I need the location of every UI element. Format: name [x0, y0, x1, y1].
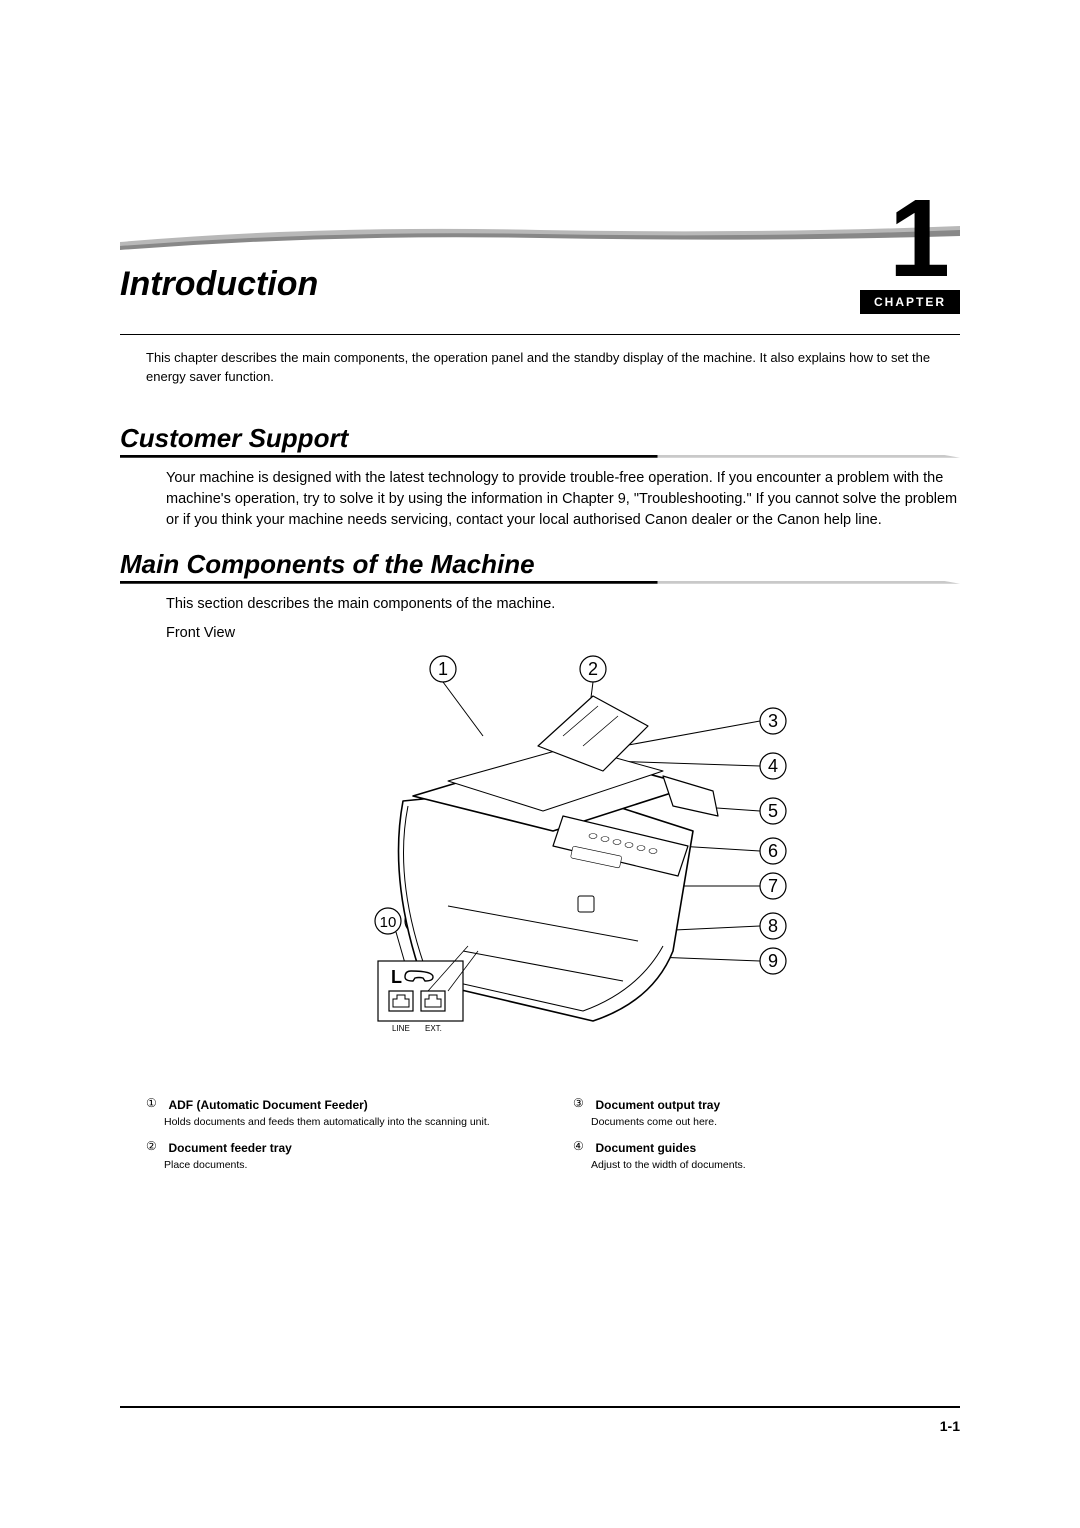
machine-figure: 1 2 3 4 5: [166, 651, 960, 1076]
svg-text:8: 8: [768, 916, 778, 936]
chapter-header: Introduction 1 CHAPTER: [120, 200, 960, 310]
legend-col-right: ③ Document output tray Documents come ou…: [573, 1096, 960, 1183]
chapter-title: Introduction: [120, 265, 318, 304]
machine-diagram-svg: 1 2 3 4 5: [293, 651, 833, 1071]
legend-desc: Documents come out here.: [591, 1116, 960, 1130]
callout-1: 1: [430, 656, 483, 736]
legend-desc: Place documents.: [164, 1159, 533, 1173]
legend-item: ④ Document guides Adjust to the width of…: [573, 1139, 960, 1173]
manual-page: Introduction 1 CHAPTER This chapter desc…: [0, 0, 1080, 1528]
svg-text:4: 4: [768, 756, 778, 776]
section-main-components-heading: Main Components of the Machine: [120, 549, 960, 580]
svg-text:1: 1: [438, 659, 448, 679]
legend-item: ③ Document output tray Documents come ou…: [573, 1096, 960, 1130]
legend-desc: Adjust to the width of documents.: [591, 1159, 960, 1173]
legend-num: ④: [573, 1139, 591, 1153]
chapter-intro: This chapter describes the main componen…: [146, 349, 960, 387]
legend-num: ③: [573, 1096, 591, 1110]
svg-text:2: 2: [588, 659, 598, 679]
chapter-label: CHAPTER: [860, 290, 960, 314]
legend-label: Document output tray: [595, 1098, 720, 1112]
svg-text:LINE: LINE: [392, 1024, 410, 1033]
callout-6: 6: [678, 838, 786, 864]
main-components-body: This section describes the main componen…: [166, 594, 960, 615]
legend-label: ADF (Automatic Document Feeder): [168, 1098, 367, 1112]
footer-rule: [120, 1406, 960, 1408]
legend-num: ①: [146, 1096, 164, 1110]
page-number: 1-1: [940, 1418, 960, 1434]
front-view-label: Front View: [166, 625, 960, 641]
svg-text:3: 3: [768, 711, 778, 731]
svg-text:EXT.: EXT.: [425, 1024, 442, 1033]
svg-text:10: 10: [380, 914, 397, 931]
chapter-underline: [120, 334, 960, 335]
svg-text:7: 7: [768, 876, 778, 896]
section-customer-support-heading: Customer Support: [120, 423, 960, 454]
legend: ① ADF (Automatic Document Feeder) Holds …: [146, 1096, 960, 1183]
legend-label: Document feeder tray: [168, 1141, 291, 1155]
chapter-number-box: 1 CHAPTER: [860, 204, 960, 314]
svg-text:9: 9: [768, 951, 778, 971]
legend-col-left: ① ADF (Automatic Document Feeder) Holds …: [146, 1096, 533, 1183]
main-components-title: Main Components of the Machine: [120, 549, 555, 580]
legend-item: ① ADF (Automatic Document Feeder) Holds …: [146, 1096, 533, 1130]
brush-rule-graphic: [120, 220, 960, 250]
chapter-number: 1: [889, 184, 950, 294]
customer-support-body: Your machine is designed with the latest…: [166, 468, 960, 531]
customer-support-title: Customer Support: [120, 423, 368, 454]
svg-text:L: L: [391, 967, 402, 987]
legend-desc: Holds documents and feeds them automatic…: [164, 1116, 533, 1130]
svg-text:5: 5: [768, 801, 778, 821]
legend-num: ②: [146, 1139, 164, 1153]
legend-item: ② Document feeder tray Place documents.: [146, 1139, 533, 1173]
svg-text:6: 6: [768, 841, 778, 861]
legend-label: Document guides: [595, 1141, 696, 1155]
section-heading-rule: [120, 455, 960, 458]
section-heading-rule: [120, 581, 960, 584]
